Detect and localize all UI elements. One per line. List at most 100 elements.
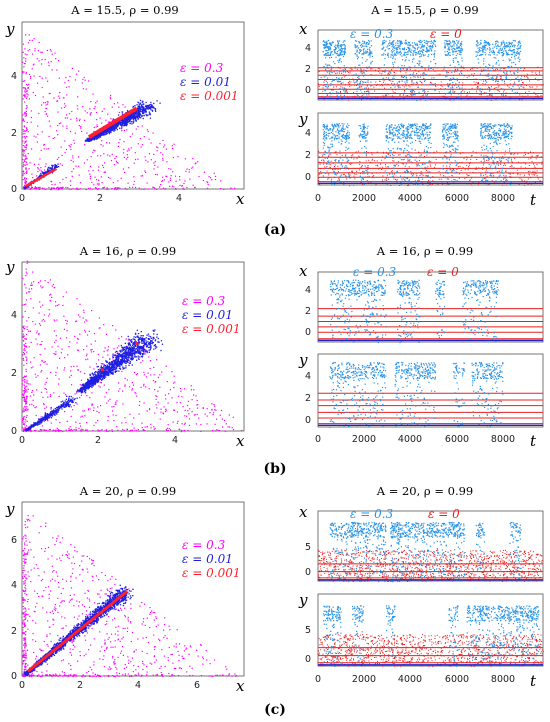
ts-point-eps-0.3 [417,76,418,77]
ts-point-eps-0.3 [415,160,416,161]
ts-point-eps-0.3 [408,47,409,48]
point-eps-0.3 [59,92,60,93]
ts-point-eps-0 [384,88,385,89]
point-eps-0.3 [24,91,25,92]
ts-point-eps-0.3 [388,141,389,142]
point-eps-0.3 [84,144,85,145]
ts-point-eps-0 [535,96,536,97]
ts-point-eps-0.3 [392,78,393,79]
ts-point-eps-0 [435,86,436,87]
point-eps-0.3 [114,158,115,159]
ts-point-eps-0 [523,155,524,156]
ts-point-eps-0 [382,180,383,181]
point-eps-0.3 [76,120,77,121]
ts-point-eps-0.3 [415,140,416,141]
point-eps-0.3 [71,144,72,145]
ts-point-eps-0 [363,94,364,95]
point-eps-0.3 [128,148,129,149]
ts-point-eps-0.3 [487,48,488,49]
ts-point-eps-0 [319,86,320,87]
point-eps-0.01 [152,111,153,112]
point-eps-0.01 [121,125,122,126]
point-eps-0.3 [23,152,24,153]
ts-point-eps-0.3 [419,175,420,176]
point-eps-0.3 [184,180,185,181]
point-eps-0.01 [113,125,114,126]
ts-point-eps-0.3 [369,41,370,42]
ts-point-eps-0.3 [327,65,328,66]
point-eps-0.3 [39,170,40,171]
point-eps-0.3 [172,148,173,149]
point-eps-0.3 [23,98,24,99]
ts-point-eps-0 [527,95,528,96]
ts-point-eps-0.3 [359,49,360,50]
ts-point-eps-0.3 [411,131,412,132]
ts-point-eps-0.3 [497,54,498,55]
point-eps-0.3 [124,141,125,142]
ts-point-eps-0 [485,89,486,90]
point-eps-0.3 [37,83,38,84]
ts-point-eps-0.3 [367,134,368,135]
ts-point-eps-0 [368,160,369,161]
ts-point-eps-0 [536,158,537,159]
ts-point-eps-0 [431,78,432,79]
point-eps-0.3 [118,142,119,143]
ts-point-eps-0 [389,80,390,81]
ts-point-eps-0.3 [331,71,332,72]
point-eps-0.3 [137,126,138,127]
point-eps-0.3 [162,177,163,178]
ts-point-eps-0 [470,179,471,180]
ts-point-eps-0.3 [326,137,327,138]
point-eps-0.01 [56,166,57,167]
ts-point-eps-0.3 [340,176,341,177]
ts-point-eps-0.3 [517,92,518,93]
ts-ytick-x-a-2: 4 [305,43,311,54]
ts-point-eps-0.3 [345,176,346,177]
ts-point-eps-0 [494,88,495,89]
ts-point-eps-0 [432,180,433,181]
ts-point-eps-0.3 [453,45,454,46]
ts-point-eps-0.3 [480,88,481,89]
ts-point-eps-0.3 [430,177,431,178]
ts-point-eps-0 [462,82,463,83]
ts-point-eps-0 [471,68,472,69]
ts-point-eps-0 [377,160,378,161]
point-eps-0.3 [26,108,27,109]
ts-point-eps-0.3 [390,57,391,58]
point-eps-0.3 [203,180,204,181]
point-eps-0.01 [155,109,156,110]
ts-point-eps-0.3 [323,134,324,135]
ts-point-eps-0 [467,175,468,176]
ts-point-eps-0.3 [454,85,455,86]
point-eps-0.3 [57,159,58,160]
point-eps-0.3 [111,188,112,189]
ts-point-eps-0 [481,85,482,86]
point-eps-0.3 [96,119,97,120]
ts-point-eps-0.3 [409,45,410,46]
ts-point-eps-0 [439,179,440,180]
ts-point-eps-0.3 [413,58,414,59]
ts-point-eps-0.3 [492,65,493,66]
ts-point-eps-0.3 [426,40,427,41]
ts-point-eps-0 [539,74,540,75]
ts-point-eps-0.3 [415,150,416,151]
ts-point-eps-0 [424,92,425,93]
ts-point-eps-0.3 [342,123,343,124]
ts-point-eps-0.3 [452,87,453,88]
ts-point-eps-0.3 [420,143,421,144]
point-eps-0.3 [69,76,70,77]
ts-point-eps-0.3 [384,71,385,72]
ts-point-eps-0.3 [434,53,435,54]
ts-point-eps-0.3 [431,54,432,55]
ts-point-eps-0.3 [519,48,520,49]
ts-point-eps-0.3 [496,48,497,49]
ts-point-eps-0 [347,96,348,97]
point-eps-0.01 [155,108,156,109]
ts-point-eps-0 [468,168,469,169]
point-eps-0.3 [164,188,165,189]
ts-point-eps-0 [354,176,355,177]
ts-point-eps-0.3 [330,83,331,84]
ts-point-eps-0.3 [343,69,344,70]
ts-point-eps-0.3 [505,74,506,75]
point-eps-0.3 [79,175,80,176]
